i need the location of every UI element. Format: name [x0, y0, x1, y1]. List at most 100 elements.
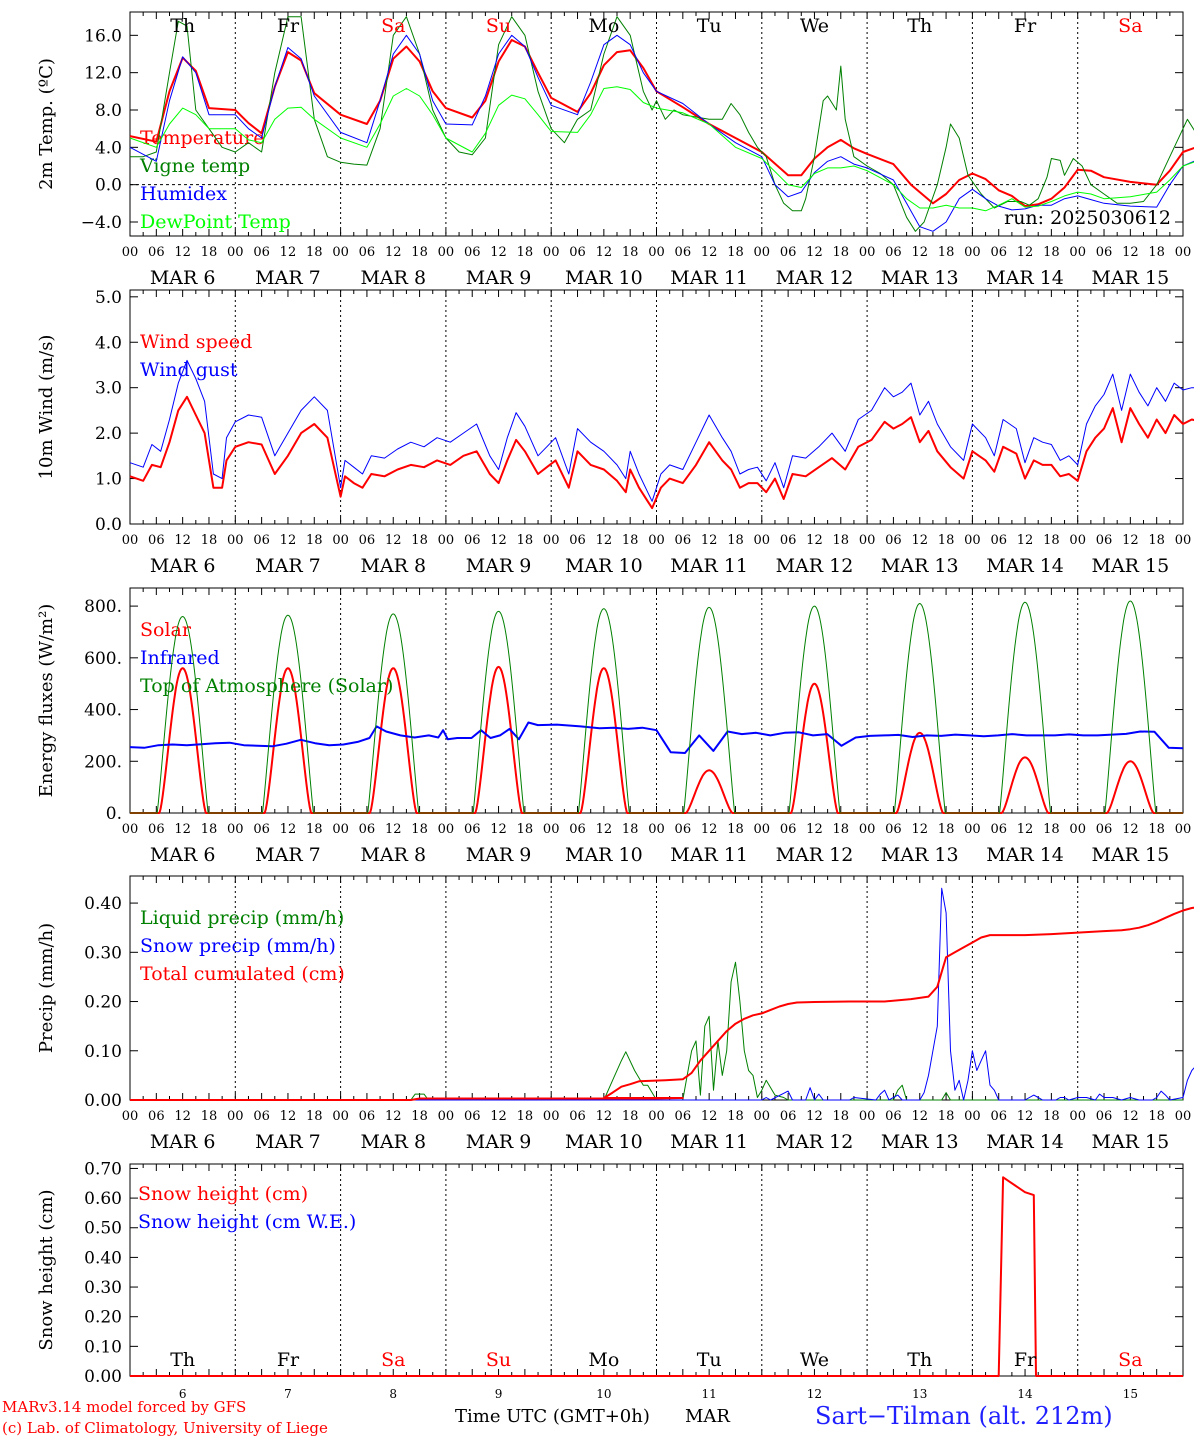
temp-date-label: MAR 7	[255, 267, 321, 289]
snow-day-number: 10	[596, 1387, 611, 1401]
wind-date-label: MAR 8	[360, 555, 426, 577]
temp-hour-label: 00	[122, 245, 139, 260]
energy-hour-label: 06	[569, 822, 586, 837]
energy-hour-label: 12	[1122, 822, 1139, 837]
temp-y-tick-label: 4.0	[95, 138, 122, 158]
temp-hour-label: 12	[596, 245, 613, 260]
snow-day-number: 6	[179, 1387, 187, 1401]
temp-hour-label: 00	[1069, 245, 1086, 260]
energy-y-tick-label: 0.	[106, 804, 122, 824]
temp-hour-label: 18	[1148, 245, 1165, 260]
wind-date-label: MAR 9	[466, 555, 532, 577]
temp-hour-label: 00	[964, 245, 981, 260]
temp-date-label: MAR 6	[150, 267, 216, 289]
wind-hour-label: 18	[833, 533, 850, 548]
temp-weekday-label: We	[800, 15, 829, 37]
wind-date-label: MAR 14	[986, 555, 1064, 577]
wind-date-label: MAR 7	[255, 555, 321, 577]
temp-hour-label: 12	[806, 245, 823, 260]
precip-hour-label: 12	[806, 1109, 823, 1124]
precip-hour-label: 06	[464, 1109, 481, 1124]
snow-weekday-label: We	[800, 1349, 829, 1371]
temp-hour-label: 00	[332, 245, 349, 260]
precip-hour-label: 06	[359, 1109, 376, 1124]
energy-hour-label: 12	[911, 822, 928, 837]
temp-date-label: MAR 10	[565, 267, 643, 289]
precip-hour-label: 12	[701, 1109, 718, 1124]
wind-date-label: MAR 15	[1091, 555, 1169, 577]
temp-hour-label: 06	[569, 245, 586, 260]
temp-weekday-label: Mo	[588, 15, 619, 37]
temp-hour-label: 12	[1122, 245, 1139, 260]
snow-series-line	[130, 1176, 1183, 1377]
temp-y-tick-label: 16.0	[84, 26, 122, 46]
temp-legend-entry: Vigne temp	[139, 155, 250, 177]
energy-y-tick-label: 400.	[84, 701, 122, 721]
temp-weekday-label: Sa	[381, 15, 405, 37]
precip-hour-label: 12	[911, 1109, 928, 1124]
temp-y-tick-label: −4.0	[81, 213, 122, 233]
energy-y-tick-label: 200.	[84, 752, 122, 772]
snow-weekday-label: Sa	[1118, 1349, 1142, 1371]
precip-series-line	[130, 906, 1194, 1101]
precip-hour-label: 18	[622, 1109, 639, 1124]
temp-hour-label: 18	[727, 245, 744, 260]
precip-date-label: MAR 12	[776, 1131, 854, 1153]
snow-weekday-label: Th	[170, 1349, 195, 1371]
temp-weekday-label: Tu	[697, 15, 722, 37]
energy-date-label: MAR 14	[986, 844, 1064, 866]
snow-legend-entry: Snow height (cm W.E.)	[138, 1211, 356, 1233]
energy-hour-label: 06	[1096, 822, 1113, 837]
temp-hour-label: 18	[833, 245, 850, 260]
wind-hour-label: 06	[148, 533, 165, 548]
snow-y-tick-label: 0.50	[84, 1219, 122, 1239]
snow-y-tick-label: 0.30	[84, 1278, 122, 1298]
temp-hour-label: 18	[306, 245, 323, 260]
wind-y-tick-label: 5.0	[95, 288, 122, 308]
wind-hour-label: 00	[227, 533, 244, 548]
temp-hour-label: 06	[990, 245, 1007, 260]
wind-hour-label: 18	[201, 533, 218, 548]
energy-hour-label: 00	[1069, 822, 1086, 837]
snow-y-tick-label: 0.00	[84, 1367, 122, 1387]
energy-hour-label: 18	[201, 822, 218, 837]
temp-hour-label: 06	[885, 245, 902, 260]
precip-hour-label: 12	[1017, 1109, 1034, 1124]
wind-hour-label: 06	[1096, 533, 1113, 548]
energy-hour-label: 18	[622, 822, 639, 837]
energy-series-line	[130, 600, 1183, 814]
wind-legend-entry: Wind speed	[140, 331, 252, 353]
precip-hour-label: 18	[833, 1109, 850, 1124]
energy-hour-label: 00	[543, 822, 560, 837]
precip-hour-label: 18	[727, 1109, 744, 1124]
precip-date-label: MAR 8	[360, 1131, 426, 1153]
temp-hour-label: 12	[911, 245, 928, 260]
energy-hour-label: 00	[1175, 822, 1192, 837]
energy-hour-label: 12	[385, 822, 402, 837]
precip-hour-label: 00	[543, 1109, 560, 1124]
model-credit: MARv3.14 model forced by GFS	[2, 1398, 247, 1416]
energy-hour-label: 12	[701, 822, 718, 837]
temp-weekday-label: Fr	[1014, 15, 1037, 37]
energy-hour-label: 00	[227, 822, 244, 837]
precip-hour-label: 00	[964, 1109, 981, 1124]
precip-hour-label: 18	[1148, 1109, 1165, 1124]
wind-hour-label: 18	[622, 533, 639, 548]
temp-legend-entry: DewPoint Temp	[140, 211, 291, 233]
snow-day-number: 12	[807, 1387, 822, 1401]
precip-y-tick-label: 0.20	[84, 993, 122, 1013]
precip-date-label: MAR 7	[255, 1131, 321, 1153]
wind-y-tick-label: 3.0	[95, 379, 122, 399]
precip-hour-label: 12	[174, 1109, 191, 1124]
precip-y-tick-label: 0.40	[84, 894, 122, 914]
wind-hour-label: 18	[517, 533, 534, 548]
temp-hour-label: 12	[701, 245, 718, 260]
precip-hour-label: 12	[385, 1109, 402, 1124]
wind-hour-label: 18	[306, 533, 323, 548]
temp-hour-label: 06	[464, 245, 481, 260]
wind-hour-label: 12	[280, 533, 297, 548]
temp-hour-label: 12	[280, 245, 297, 260]
temp-hour-label: 00	[227, 245, 244, 260]
energy-date-label: MAR 15	[1091, 844, 1169, 866]
